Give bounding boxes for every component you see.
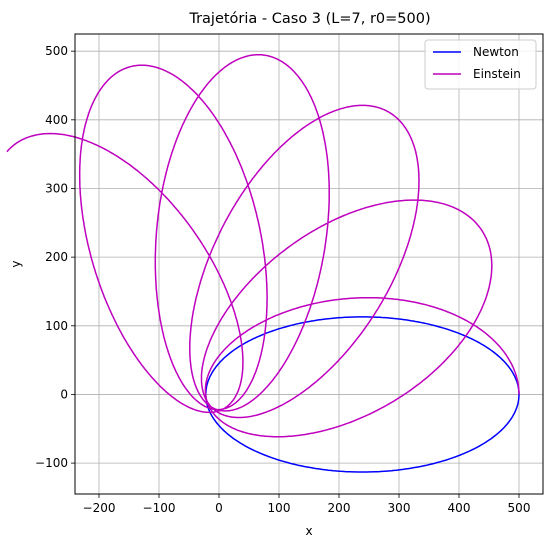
y-tick-label: 400 bbox=[45, 113, 68, 127]
y-tick-label: 100 bbox=[45, 319, 68, 333]
series-layer bbox=[6, 53, 520, 473]
plot-frame bbox=[74, 33, 544, 495]
x-tick-label: 0 bbox=[215, 501, 223, 515]
grid-lines bbox=[75, 34, 543, 494]
legend-label-einstein: Einstein bbox=[473, 67, 521, 81]
x-tick-label: 300 bbox=[388, 501, 411, 515]
y-tick-label: 200 bbox=[45, 250, 68, 264]
y-tick-label: 0 bbox=[60, 387, 68, 401]
x-tick-label: −100 bbox=[143, 501, 176, 515]
series-line-einstein bbox=[6, 53, 520, 438]
x-tick-label: 200 bbox=[328, 501, 351, 515]
x-tick-label: −200 bbox=[83, 501, 116, 515]
x-tick-label: 500 bbox=[508, 501, 531, 515]
x-tick-label: 400 bbox=[448, 501, 471, 515]
legend: Newton Einstein bbox=[424, 39, 537, 90]
x-axis-label: x bbox=[305, 524, 312, 538]
y-axis-label: y bbox=[9, 260, 23, 267]
y-tick-label: −100 bbox=[35, 456, 68, 470]
ticks: −200 −100 0 100 200 300 400 500 −100 0 100 200 300 40… bbox=[35, 44, 530, 515]
chart-title: Trajetória - Caso 3 (L=7, r0=500) bbox=[188, 11, 430, 27]
x-tick-label: 100 bbox=[268, 501, 291, 515]
legend-label-newton: Newton bbox=[473, 45, 519, 59]
y-tick-label: 300 bbox=[45, 181, 68, 195]
y-tick-label: 500 bbox=[45, 44, 68, 58]
